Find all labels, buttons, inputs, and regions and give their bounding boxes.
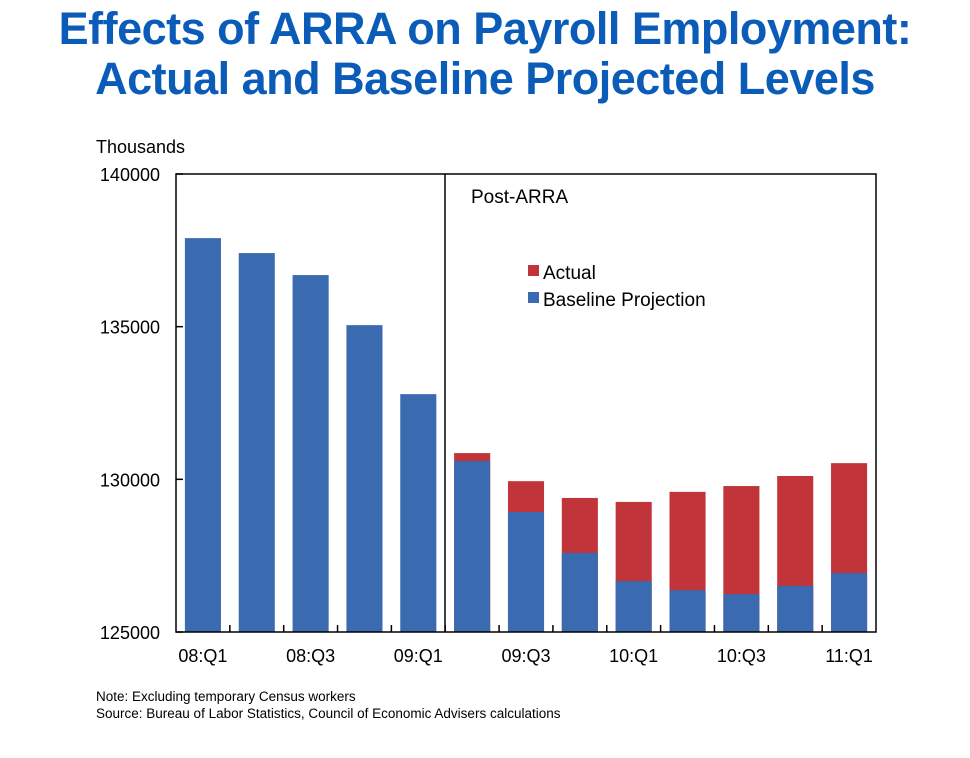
x-tick-label: 10:Q3 (717, 646, 766, 666)
bar-baseline-08-Q1 (184, 238, 221, 632)
bar-baseline-10-Q4 (777, 585, 814, 632)
note-text: Note: Excluding temporary Census workers (96, 689, 356, 704)
x-tick-label: 09:Q1 (394, 646, 443, 666)
x-tick-label: 08:Q3 (286, 646, 335, 666)
plot-frame (175, 173, 877, 633)
chart-title-line-2: Actual and Baseline Projected Levels (95, 53, 875, 104)
chart-notes: Note: Excluding temporary Census workers… (96, 688, 560, 722)
bar-baseline-08-Q4 (346, 325, 383, 632)
legend-swatch-baseline (528, 292, 539, 303)
x-tick-label: 10:Q1 (609, 646, 658, 666)
chart-title-line-1: Effects of ARRA on Payroll Employment: (58, 3, 912, 54)
x-tick-label: 08:Q1 (178, 646, 227, 666)
y-tick-label: 125000 (100, 623, 160, 643)
y-tick-label: 140000 (100, 165, 160, 185)
bar-baseline-08-Q2 (238, 253, 275, 632)
x-axis: 08:Q1 08:Q3 09:Q1 09:Q3 10:Q1 10:Q3 11:Q1 (178, 625, 873, 666)
bar-baseline-08-Q3 (292, 275, 329, 632)
post-arra-annotation: Post-ARRA (471, 187, 568, 208)
bar-baseline-10-Q1 (615, 581, 652, 632)
x-tick-label: 11:Q1 (825, 646, 873, 666)
y-tick-label: 130000 (100, 470, 160, 490)
legend-label-actual: Actual (543, 263, 596, 284)
legend-swatch-actual (528, 265, 539, 276)
bar-baseline-11-Q1 (831, 573, 868, 632)
source-text: Source: Bureau of Labor Statistics, Coun… (96, 706, 561, 721)
y-axis-unit-label: Thousands (96, 137, 185, 157)
bar-baseline-10-Q3 (723, 594, 760, 632)
y-axis: 125000 130000 135000 140000 (100, 165, 183, 643)
chart-title: Effects of ARRA on Payroll Employment: A… (0, 4, 970, 104)
bar-baseline-10-Q2 (669, 590, 706, 632)
bar-baseline-09-Q3 (507, 512, 545, 632)
legend: Actual Baseline Projection (528, 263, 706, 311)
bars-group (184, 238, 868, 632)
y-tick-label: 135000 (100, 318, 160, 338)
bar-baseline-09-Q1 (400, 394, 437, 632)
bar-baseline-09-Q4 (561, 552, 598, 632)
bar-baseline-09-Q2 (454, 461, 491, 632)
x-tick-label: 09:Q3 (501, 646, 550, 666)
legend-label-baseline: Baseline Projection (543, 290, 706, 311)
